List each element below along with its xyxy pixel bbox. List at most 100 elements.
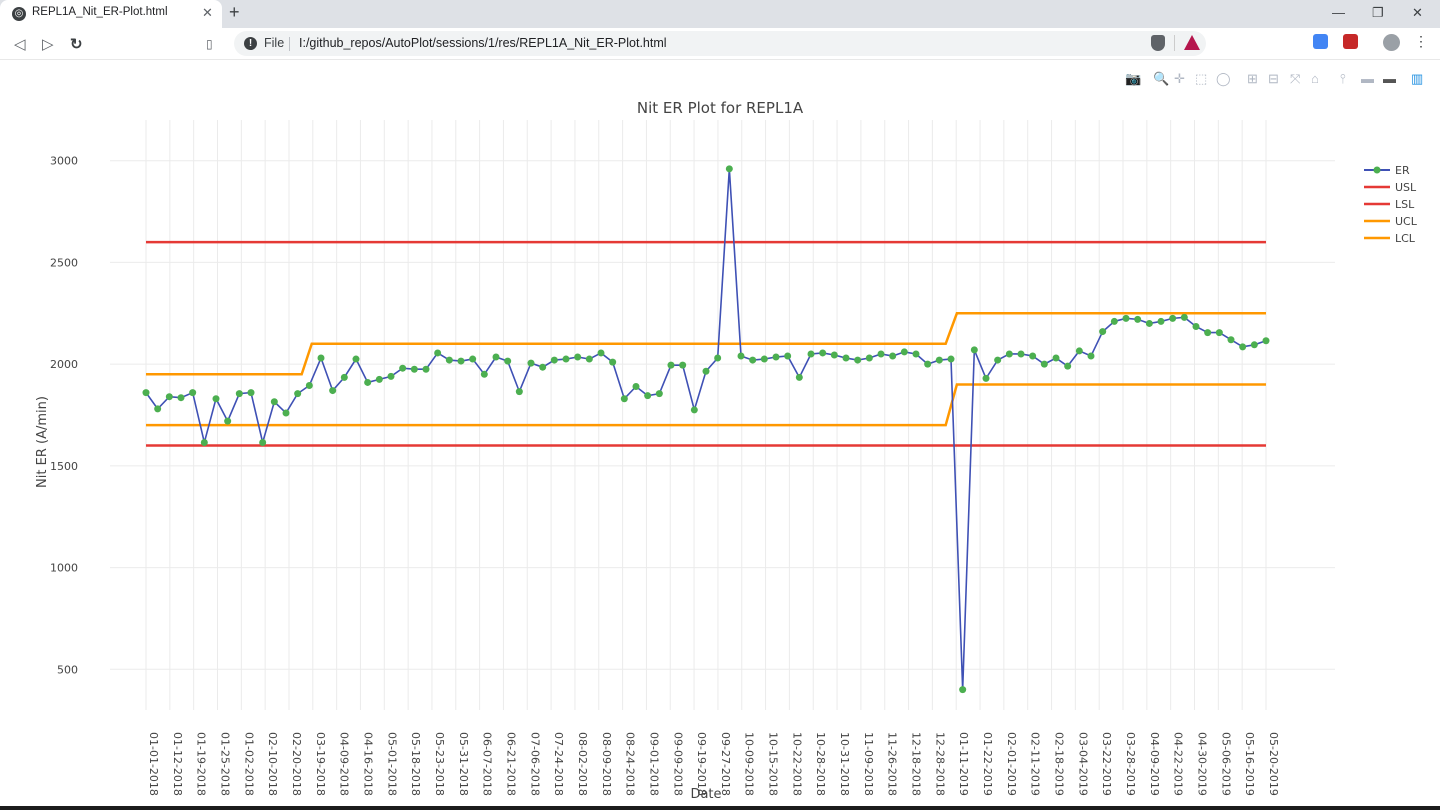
reload-icon[interactable]: ↻ bbox=[70, 36, 83, 53]
x-tick-label: 08-09-2018 bbox=[600, 732, 613, 796]
address-bar[interactable]: ! File I:/github_repos/AutoPlot/sessions… bbox=[234, 31, 1206, 56]
forward-icon[interactable]: ▷ bbox=[42, 36, 54, 53]
zoom-out-icon[interactable]: ⊟ bbox=[1268, 71, 1279, 86]
er-point bbox=[142, 389, 150, 397]
er-point bbox=[982, 374, 990, 382]
close-tab-icon[interactable]: ✕ bbox=[202, 5, 213, 20]
x-tick-label: 12-28-2018 bbox=[933, 732, 946, 796]
er-point bbox=[1099, 328, 1107, 336]
x-tick-label: 10-28-2018 bbox=[814, 732, 827, 796]
er-point bbox=[562, 355, 570, 363]
legend-label: ER bbox=[1395, 164, 1410, 177]
x-tick-label: 01-12-2018 bbox=[171, 732, 184, 796]
er-point bbox=[702, 367, 710, 375]
plot-area[interactable] bbox=[142, 165, 1270, 694]
er-point bbox=[574, 353, 582, 361]
x-tick-label: 04-09-2019 bbox=[1148, 732, 1161, 796]
chart-title: Nit ER Plot for REPL1A bbox=[637, 99, 804, 117]
x-axis: 01-01-2018 01-12-2018 01-19-2018 01-25-2018… bbox=[147, 732, 1280, 796]
omnibox-divider bbox=[289, 37, 290, 51]
taskbar-edge bbox=[0, 806, 1440, 810]
plotly-logo-icon[interactable]: ▥ bbox=[1411, 71, 1424, 86]
hover-closest-icon[interactable]: ▬ bbox=[1361, 71, 1374, 86]
legend-marker bbox=[1373, 166, 1381, 174]
x-tick-label: 10-09-2018 bbox=[743, 732, 756, 796]
legend-label: UCL bbox=[1395, 215, 1418, 228]
translate-icon[interactable] bbox=[1313, 34, 1328, 49]
er-point bbox=[609, 358, 617, 366]
y-tick-label: 500 bbox=[57, 663, 78, 676]
autoscale-icon[interactable]: ⤧ bbox=[1290, 71, 1301, 86]
x-tick-label: 08-02-2018 bbox=[576, 732, 589, 796]
legend[interactable]: ER USL LSL UCL LCL bbox=[1364, 164, 1418, 245]
x-tick-label: 05-31-2018 bbox=[457, 732, 470, 796]
er-point bbox=[632, 383, 640, 391]
er-point bbox=[760, 355, 768, 363]
camera-icon[interactable]: 📷 bbox=[1125, 71, 1142, 86]
restore-button[interactable]: ❐ bbox=[1372, 5, 1384, 20]
y-tick-label: 3000 bbox=[50, 155, 78, 168]
er-point bbox=[900, 348, 908, 356]
er-point bbox=[527, 359, 535, 367]
extension-icon[interactable] bbox=[1343, 34, 1358, 49]
spike-lines-icon[interactable]: ⫯ bbox=[1340, 71, 1346, 86]
box-select-icon[interactable]: ⬚ bbox=[1195, 71, 1208, 86]
er-point bbox=[679, 361, 687, 369]
er-point bbox=[1262, 337, 1270, 345]
x-tick-label: 10-22-2018 bbox=[790, 732, 803, 796]
x-tick-label: 12-18-2018 bbox=[910, 732, 923, 796]
er-point bbox=[515, 388, 523, 396]
er-line bbox=[145, 168, 1267, 690]
ucl-line bbox=[146, 312, 1266, 376]
bat-icon[interactable] bbox=[1184, 35, 1200, 50]
er-point bbox=[795, 373, 803, 381]
bookmark-icon[interactable]: ▯ bbox=[206, 37, 213, 51]
x-tick-label: 02-11-2019 bbox=[1029, 732, 1042, 796]
lasso-icon[interactable]: ◯ bbox=[1216, 71, 1231, 86]
er-point bbox=[924, 360, 932, 368]
zoom-in-icon[interactable]: ⊞ bbox=[1247, 71, 1258, 86]
zoom-icon[interactable]: 🔍 bbox=[1153, 71, 1170, 86]
x-tick-label: 01-19-2018 bbox=[195, 732, 208, 796]
globe-icon: ◎ bbox=[12, 7, 26, 21]
menu-icon[interactable]: ⋮ bbox=[1414, 33, 1428, 49]
er-point bbox=[1122, 314, 1130, 322]
x-tick-label: 09-01-2018 bbox=[647, 732, 660, 796]
back-icon[interactable]: ◁ bbox=[14, 36, 26, 53]
hover-compare-icon[interactable]: ▬ bbox=[1383, 71, 1396, 86]
url-text[interactable]: I:/github_repos/AutoPlot/sessions/1/res/… bbox=[299, 36, 667, 50]
er-point bbox=[772, 353, 780, 361]
grid-lines bbox=[110, 120, 1335, 710]
er-point bbox=[212, 395, 220, 403]
brave-shield-icon[interactable] bbox=[1151, 35, 1165, 51]
er-point bbox=[1064, 362, 1072, 370]
profile-icon[interactable] bbox=[1383, 34, 1400, 51]
reset-axes-icon[interactable]: ⌂ bbox=[1311, 71, 1319, 86]
er-point bbox=[270, 398, 278, 406]
browser-tab-strip: ◎ REPL1A_Nit_ER-Plot.html ✕ + — ❐ ✕ bbox=[0, 0, 1440, 28]
pan-icon[interactable]: ✛ bbox=[1174, 71, 1185, 86]
close-window-button[interactable]: ✕ bbox=[1412, 5, 1423, 20]
x-tick-label: 07-06-2018 bbox=[528, 732, 541, 796]
browser-tab[interactable]: ◎ REPL1A_Nit_ER-Plot.html ✕ bbox=[0, 0, 222, 28]
minimize-button[interactable]: — bbox=[1332, 5, 1345, 20]
new-tab-button[interactable]: + bbox=[229, 2, 240, 22]
er-point bbox=[644, 392, 652, 400]
info-icon[interactable]: ! bbox=[244, 37, 257, 50]
er-point bbox=[935, 356, 943, 364]
er-point bbox=[959, 686, 967, 694]
er-point bbox=[1180, 313, 1188, 321]
er-point bbox=[842, 354, 850, 362]
er-point bbox=[235, 390, 243, 398]
x-tick-label: 05-18-2018 bbox=[409, 732, 422, 796]
x-tick-label: 10-31-2018 bbox=[838, 732, 851, 796]
er-point bbox=[445, 356, 453, 364]
er-point bbox=[667, 361, 675, 369]
er-point bbox=[807, 350, 815, 358]
er-point bbox=[1005, 350, 1013, 358]
er-point bbox=[492, 353, 500, 361]
er-point bbox=[329, 387, 337, 395]
er-point bbox=[352, 355, 360, 363]
er-point bbox=[340, 373, 348, 381]
x-tick-label: 04-09-2018 bbox=[338, 732, 351, 796]
